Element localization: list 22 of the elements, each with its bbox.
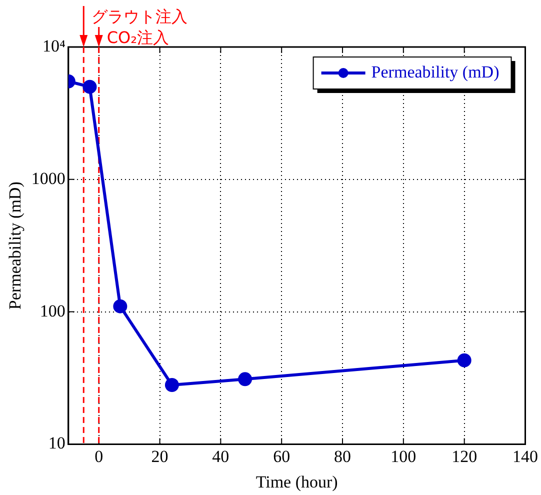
x-tick-label: 80 <box>334 446 352 466</box>
x-tick-label: 0 <box>94 446 104 466</box>
point <box>164 378 179 392</box>
y-tick-label: 10⁴ <box>42 36 66 56</box>
ref-line-label: CO₂注入 <box>106 28 170 48</box>
y-tick-label: 1000 <box>31 168 66 188</box>
x-tick-label: 40 <box>212 446 230 466</box>
y-tick-label: 10 <box>48 434 66 453</box>
point <box>113 299 128 314</box>
y-tick-label: 100 <box>40 301 66 320</box>
x-tick-label: 120 <box>452 446 478 466</box>
legend-label: Permeability (mD) <box>371 62 500 82</box>
ref-line-label: グラウト注入 <box>92 7 188 26</box>
point <box>238 372 252 386</box>
point <box>82 80 97 94</box>
y-axis-title: Permeability (mD) <box>6 182 25 310</box>
x-tick-label: 60 <box>273 446 290 466</box>
x-tick-label: 20 <box>151 446 168 466</box>
point <box>457 353 472 368</box>
x-tick-label: 140 <box>512 446 538 466</box>
x-axis-title: Time (hour) <box>256 472 338 492</box>
x-tick-label: 100 <box>390 446 416 466</box>
